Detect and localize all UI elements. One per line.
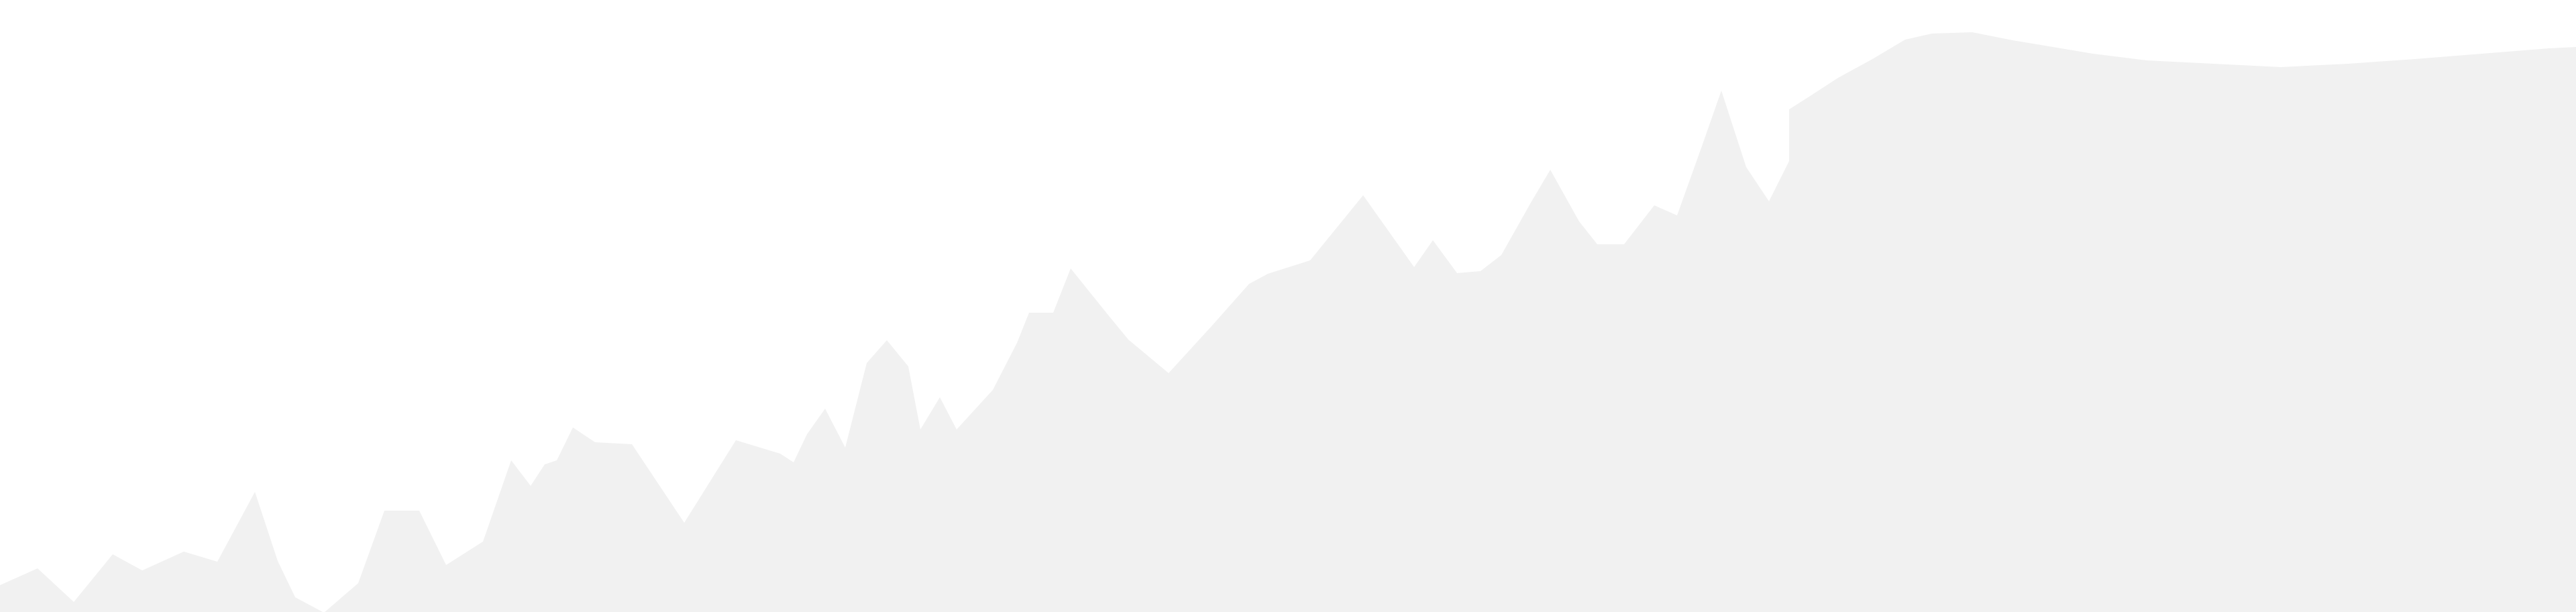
mountain-silhouette-polygon: [0, 32, 2576, 612]
